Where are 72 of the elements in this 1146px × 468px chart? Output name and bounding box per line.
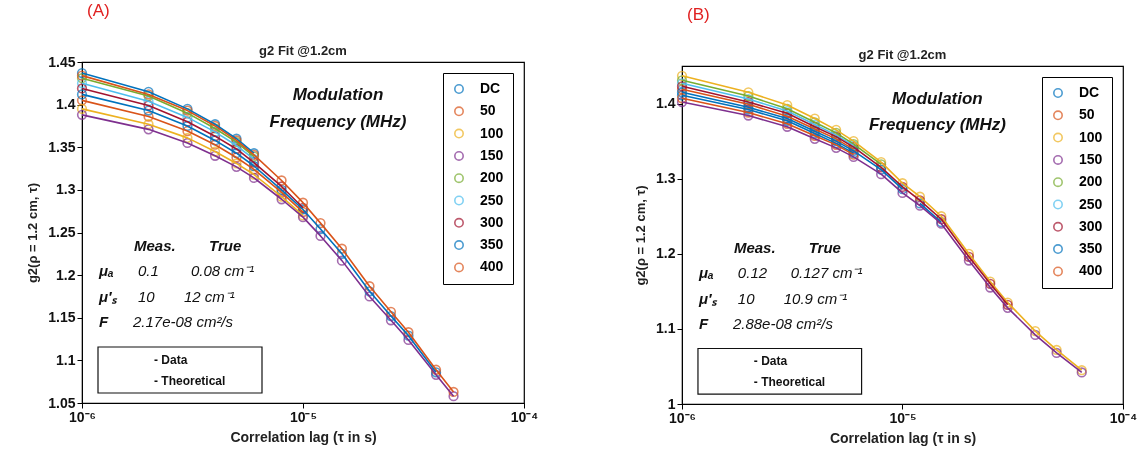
annotation: μₐ [697, 264, 715, 282]
annotation: μ′ₛ [697, 289, 718, 307]
annotation: - Data [154, 353, 188, 367]
annotation: 10 [737, 289, 756, 307]
chart-title: g2 Fit @1.2cm [858, 47, 947, 62]
annotation: Meas. [134, 237, 176, 254]
legend-label: DC [1079, 84, 1100, 100]
legend-label: 400 [1079, 262, 1103, 279]
legend-label: 150 [1079, 150, 1103, 167]
annotation: Meas. [733, 239, 776, 257]
legend-label: 50 [480, 102, 496, 119]
legend-label: 300 [480, 213, 504, 230]
legend-label: 250 [1079, 195, 1103, 212]
annotation: μ′ₛ [98, 288, 118, 305]
annotation: - Theoretical [154, 374, 226, 388]
annotation: True [808, 239, 841, 257]
annotation: 0.08 cm⁻¹ [191, 262, 255, 279]
y-tick-label: 1.15 [48, 309, 76, 326]
y-tick-label: 1.2 [656, 245, 676, 262]
y-tick-label: 1.4 [56, 96, 76, 113]
annotation: 12 cm⁻¹ [184, 288, 235, 305]
legend-label: 250 [480, 191, 504, 208]
y-axis-title: g2(ρ = 1.2 cm, τ) [633, 185, 649, 286]
text: (A) [87, 1, 110, 20]
legend-label: 100 [480, 124, 504, 141]
y-tick-label: 1.45 [48, 53, 76, 70]
x-tick-label: 10⁻⁴ [1109, 409, 1138, 426]
x-tick-label: 10⁻⁴ [510, 408, 539, 425]
chart-title: g2 Fit @1.2cm [259, 43, 347, 58]
y-tick-label: 1.05 [48, 394, 76, 411]
annotation: 2.88e-08 cm²/s [731, 314, 834, 332]
x-tick-label: 10⁻⁶ [68, 408, 97, 425]
x-tick-label: 10⁻⁶ [668, 409, 697, 426]
annotation: - Theoretical [753, 375, 826, 390]
annotation: - Data [753, 354, 788, 369]
legend-label: 300 [1079, 217, 1103, 234]
legend-label: 150 [480, 146, 504, 163]
x-axis-title: Correlation lag (τ in s) [829, 429, 977, 446]
legend-label: 50 [1079, 106, 1095, 123]
annotation: 0.1 [138, 262, 159, 279]
y-tick-label: 1 [667, 395, 676, 412]
y-tick-label: 1.1 [56, 351, 76, 368]
y-axis-title: g2(ρ = 1.2 cm, τ) [25, 182, 41, 284]
annotation: True [209, 237, 242, 254]
annotation: F [698, 314, 709, 332]
annotation: 10 [138, 288, 156, 305]
x-tick-label: 10⁻⁵ [289, 408, 318, 425]
y-tick-label: 1.2 [56, 266, 76, 283]
legend-label: 350 [480, 236, 504, 253]
legend-label: 350 [1079, 240, 1103, 257]
y-tick-label: 1.1 [656, 320, 676, 337]
annotation: 10.9 cm⁻¹ [783, 289, 848, 307]
x-tick-label: 10⁻⁵ [889, 409, 917, 426]
annotation: 0.12 [737, 264, 768, 282]
legend-label: 100 [1079, 128, 1103, 145]
legend-label: DC [480, 80, 501, 96]
legend-title: Modulation Frequency (MHz) [269, 85, 407, 131]
annotation: F [99, 313, 109, 330]
annotation: 2.17e-08 cm²/s [132, 313, 234, 330]
text: (B) [686, 5, 710, 25]
y-tick-label: 1.3 [56, 181, 76, 198]
annotation: 0.127 cm⁻¹ [790, 264, 863, 282]
legend-title: Modulation Frequency (MHz) [868, 88, 1007, 135]
legend-label: 200 [1079, 173, 1103, 190]
y-tick-label: 1.4 [656, 95, 676, 112]
y-tick-label: 1.25 [48, 224, 76, 240]
y-tick-label: 1.35 [48, 138, 76, 155]
x-axis-title: Correlation lag (τ in s) [230, 428, 377, 445]
legend-label: 200 [480, 169, 504, 186]
legend-label: 400 [480, 258, 504, 275]
annotation: μₐ [98, 262, 115, 279]
y-tick-label: 1.3 [656, 170, 676, 187]
